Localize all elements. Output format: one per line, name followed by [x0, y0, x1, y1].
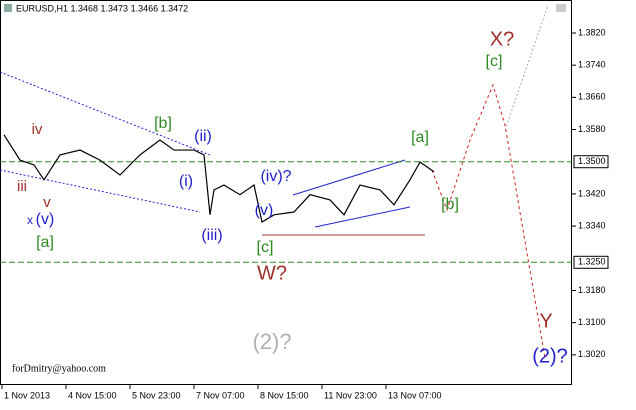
level-box [573, 155, 609, 169]
y-tick-label: 1.3340 [578, 220, 606, 230]
wave-label: [c] [486, 53, 503, 70]
wave-label: iii [17, 178, 27, 195]
wave-label: (2)? [532, 345, 568, 367]
trend-line [0, 71, 211, 156]
wave-label: (iii) [201, 227, 222, 244]
x-tick-label: 5 Nov 23:00 [132, 390, 181, 400]
wave-label: W? [257, 262, 287, 284]
x-tick-label: 1 Nov 2013 [4, 390, 50, 400]
level-label: 1.3500 [578, 156, 606, 166]
wave-label: (i) [179, 173, 193, 190]
watermark: forDmitry@yahoo.com [12, 363, 106, 374]
chart-icon [4, 4, 12, 12]
wave-label: Y [539, 310, 552, 332]
y-tick-label: 1.3740 [578, 60, 606, 70]
y-tick-label: 1.3180 [578, 285, 606, 295]
wave-label: (2)? [252, 329, 291, 354]
x-tick-label: 13 Nov 07:00 [388, 390, 442, 400]
wave-label: [b] [154, 115, 172, 132]
plot-frame [0, 0, 572, 385]
wave-label: (iv)? [260, 168, 291, 185]
wave-label: (v) [36, 211, 55, 228]
wave-label: [a] [411, 129, 429, 146]
forecast-path [431, 83, 546, 359]
x-tick-label: 8 Nov 15:00 [260, 390, 309, 400]
wave-label: [a] [36, 234, 54, 251]
wave-label: x [27, 213, 33, 227]
y-tick-label: 1.3580 [578, 124, 606, 134]
channel-line [292, 159, 406, 196]
x-tick-label: 7 Nov 07:00 [196, 390, 245, 400]
wave-label: [b] [441, 196, 459, 213]
level-box [573, 255, 609, 269]
wave-label: v [43, 194, 51, 211]
x-tick-label: 4 Nov 15:00 [68, 390, 117, 400]
wave-label: iv [32, 121, 43, 138]
y-tick-label: 1.3020 [578, 349, 606, 359]
wave-label: (ii) [194, 128, 212, 145]
price-line [3, 134, 435, 224]
y-tick-label: 1.3100 [578, 317, 606, 327]
close-icon[interactable] [556, 4, 566, 12]
level-label: 1.3250 [578, 257, 606, 267]
y-tick-label: 1.3420 [578, 188, 606, 198]
channel-line [314, 206, 411, 228]
y-tick-label: 1.3820 [578, 27, 606, 37]
x-tick-label: 11 Nov 23:00 [324, 390, 377, 400]
y-tick-label: 1.3660 [578, 92, 606, 102]
wave-label: X? [490, 28, 514, 50]
chart-title: EURUSD,H1 1.3468 1.3473 1.3466 1.3472 [16, 3, 188, 13]
wave-label: [c] [257, 239, 274, 256]
wave-label: (v) [255, 202, 274, 219]
